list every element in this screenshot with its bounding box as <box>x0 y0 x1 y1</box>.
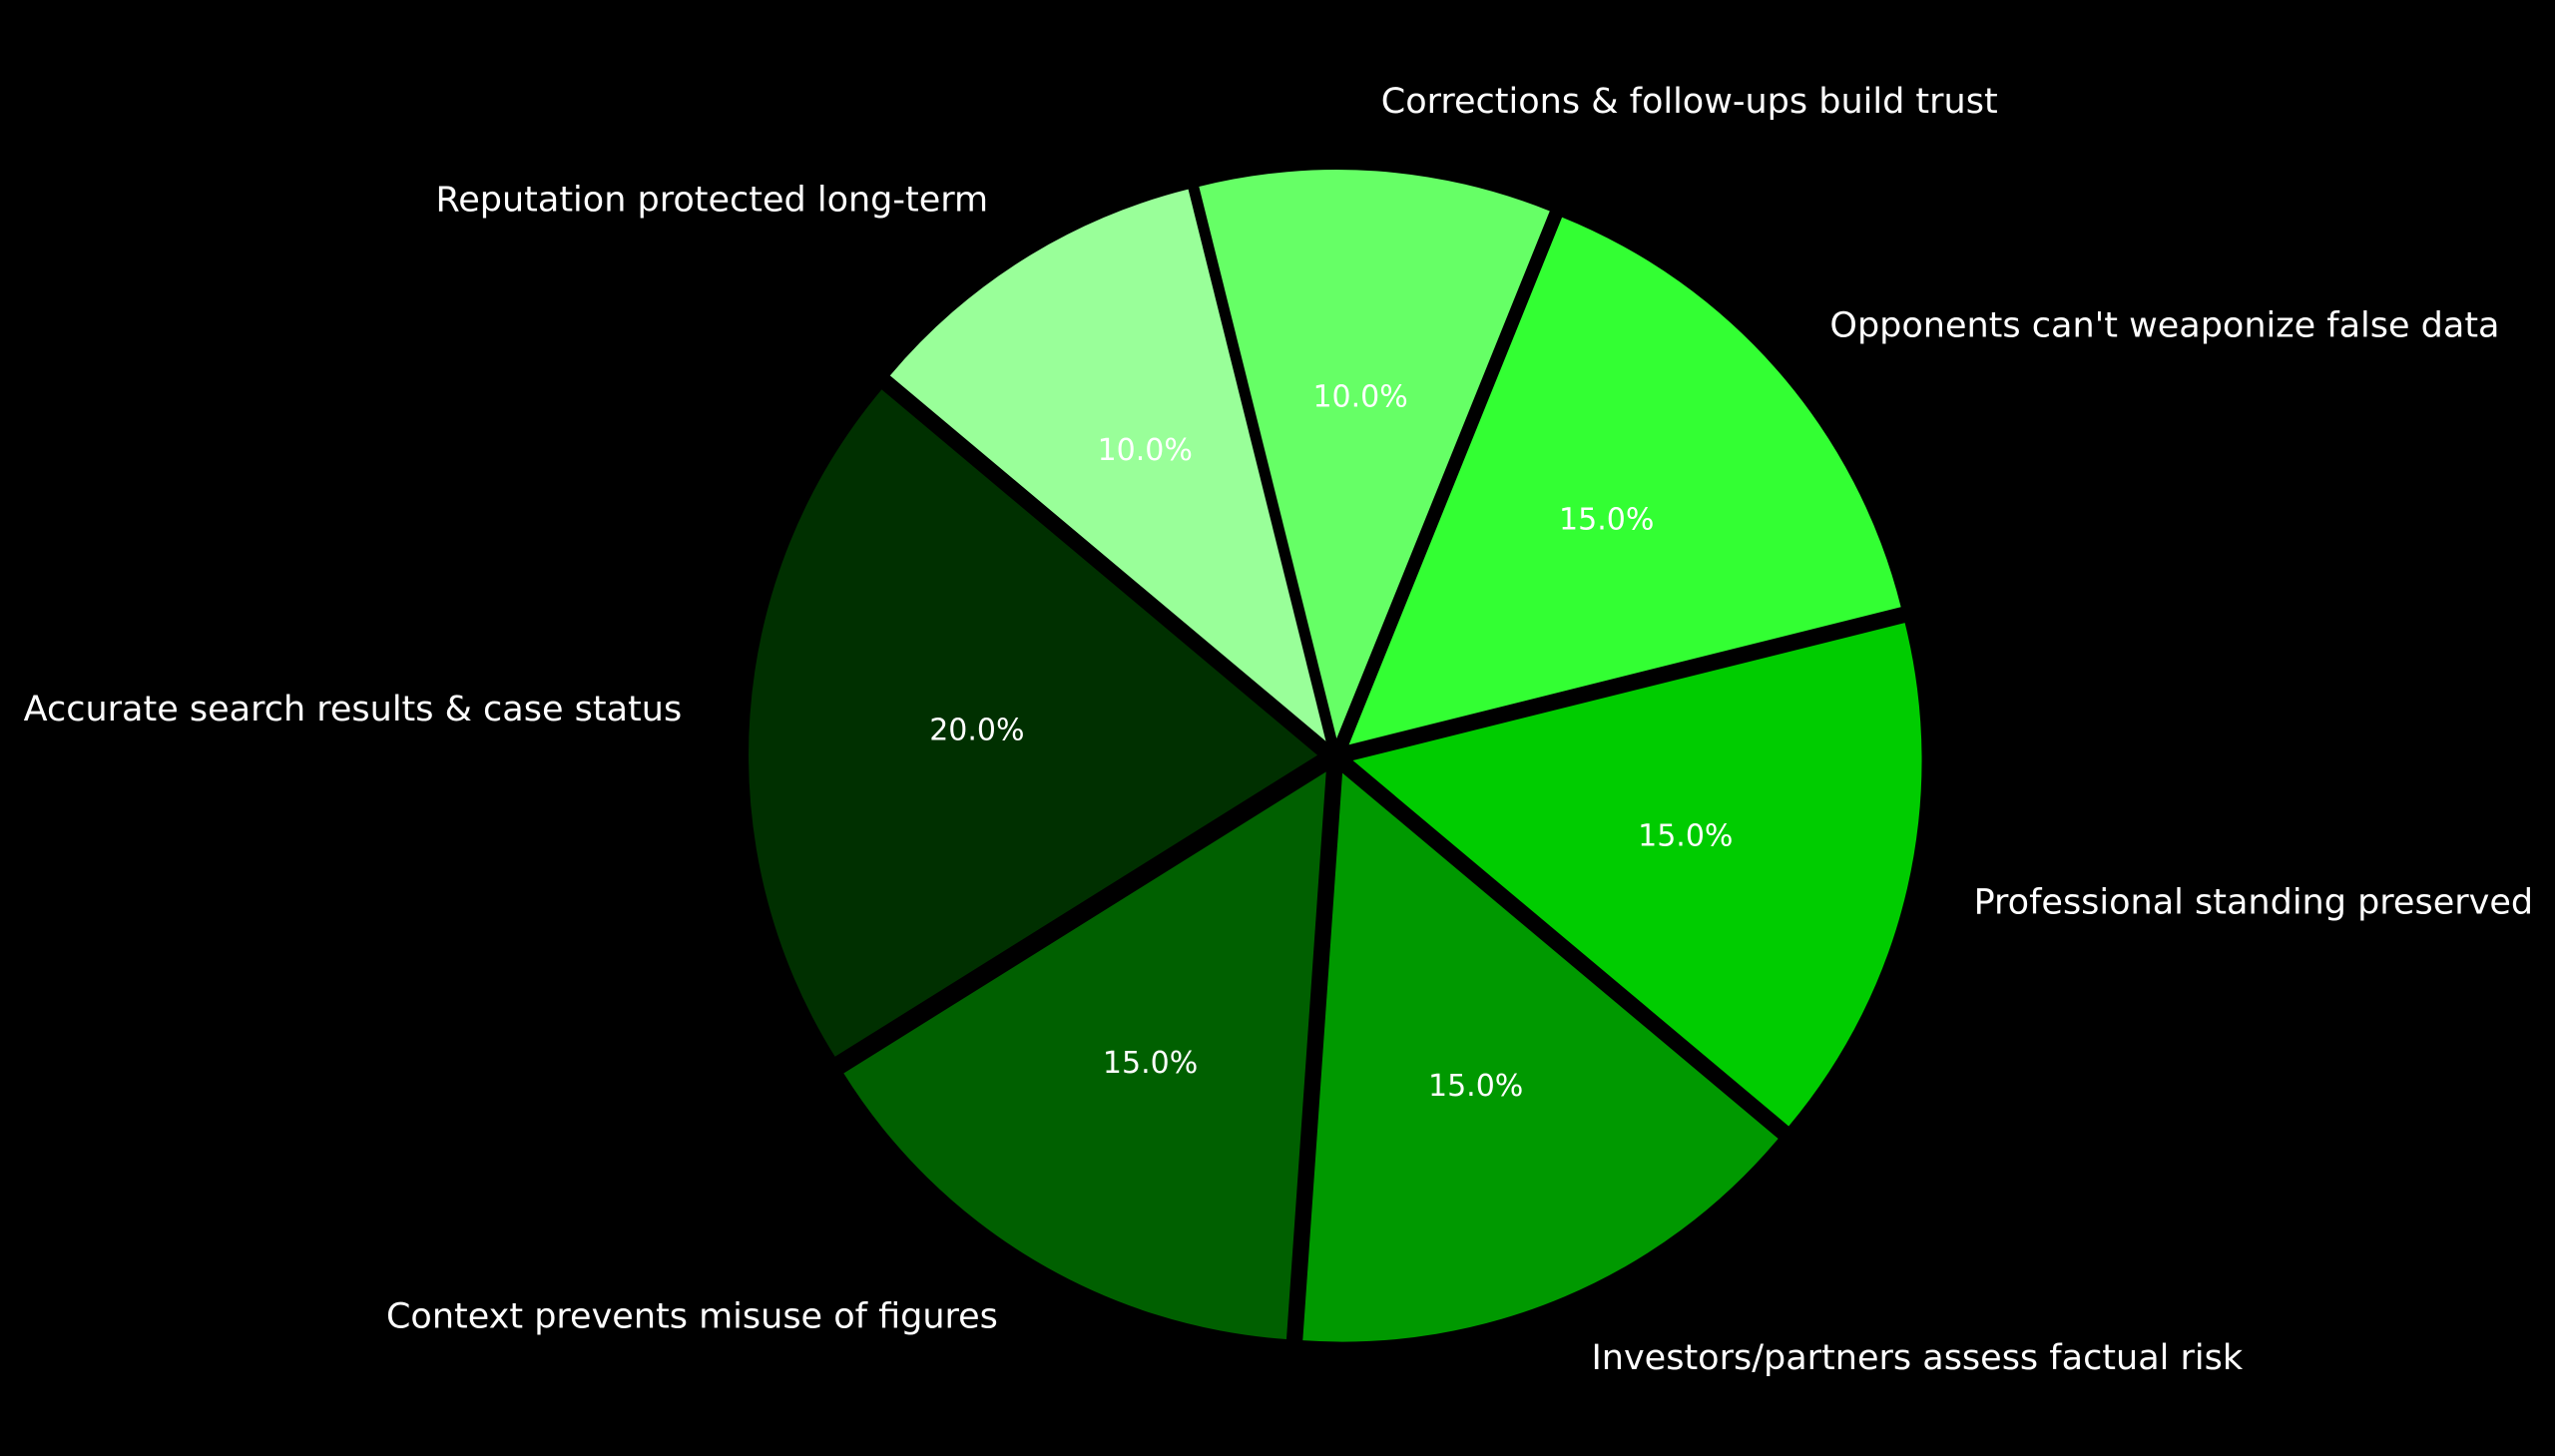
slice-percent-label: 10.0% <box>1312 379 1407 414</box>
pie-slice <box>1348 217 1901 745</box>
slice-category-label: Corrections & follow-ups build trust <box>1381 82 1998 122</box>
slice-category-label: Professional standing preserved <box>1974 883 2534 923</box>
pie-slice <box>889 189 1326 741</box>
pie-slice <box>1302 772 1779 1342</box>
slice-percent-label: 15.0% <box>1559 502 1654 537</box>
pie-slice <box>1352 623 1922 1127</box>
slice-percent-label: 15.0% <box>1103 1046 1198 1081</box>
slice-category-label: Reputation protected long-term <box>435 180 988 220</box>
slice-percent-label: 15.0% <box>1638 818 1733 853</box>
slice-percent-label: 15.0% <box>1428 1069 1523 1104</box>
slice-category-label: Opponents can't weaponize false data <box>1829 305 2499 345</box>
slice-percent-label: 10.0% <box>1098 433 1193 468</box>
pie-slice <box>1199 170 1550 739</box>
pie-slice <box>749 389 1318 1057</box>
slice-category-label: Accurate search results & case status <box>24 690 683 729</box>
pie-slice <box>843 771 1326 1340</box>
slice-category-label: Investors/partners assess factual risk <box>1591 1338 2243 1378</box>
slice-category-label: Context prevents misuse of figures <box>386 1297 998 1337</box>
slice-percent-label: 20.0% <box>929 713 1024 747</box>
